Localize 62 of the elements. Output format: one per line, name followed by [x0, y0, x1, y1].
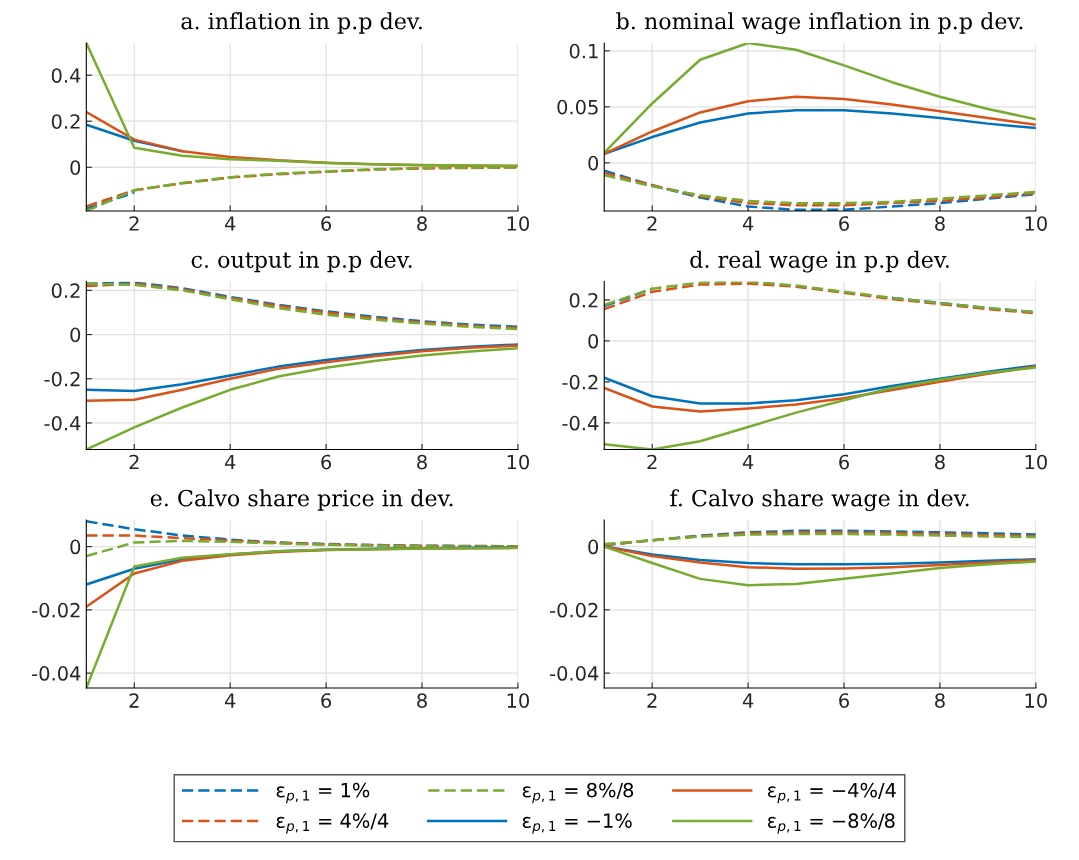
- y-tick-label: 0.1: [569, 43, 598, 59]
- legend-label: ε$_{p,1}$ = 8%/8: [522, 782, 634, 804]
- y-tick-label: 0.2: [569, 292, 598, 308]
- x-tick-label: 8: [935, 693, 945, 708]
- y-tick-label: -0.4: [44, 415, 81, 431]
- x-tick-label: 6: [321, 216, 332, 231]
- x-tick-label: 4: [224, 693, 236, 708]
- y-tick-label: 0.4: [51, 68, 81, 83]
- legend-label: ε$_{p,1}$ = 4%/4: [276, 813, 389, 834]
- x-tick-label: 2: [647, 693, 657, 708]
- x-tick-label: 8: [935, 454, 945, 470]
- x-tick-label: 8: [417, 454, 427, 470]
- y-tick-label: 0: [588, 333, 599, 349]
- y-tick-label: 0: [588, 539, 599, 555]
- y-tick-label: 0: [588, 155, 599, 171]
- x-tick-label: 10: [507, 693, 529, 708]
- y-tick-label: -0.02: [550, 602, 598, 618]
- x-tick-label: 2: [647, 216, 657, 231]
- y-tick-label: 0: [70, 327, 81, 343]
- chart-title: e. Calvo share price in dev.: [150, 489, 453, 511]
- y-tick-label: -0.02: [32, 602, 80, 618]
- x-tick-label: 2: [129, 693, 139, 708]
- x-tick-label: 4: [742, 454, 754, 470]
- y-tick-label: -0.2: [44, 371, 80, 387]
- x-tick-label: 10: [507, 216, 529, 231]
- y-tick-label: 0: [70, 539, 81, 555]
- x-tick-label: 10: [507, 454, 529, 470]
- legend-label: ε$_{p,1}$ = −8%/8: [767, 813, 895, 834]
- x-tick-label: 8: [417, 216, 427, 231]
- x-tick-label: 6: [321, 454, 332, 470]
- x-tick-label: 10: [1025, 216, 1047, 231]
- y-tick-label: -0.04: [32, 666, 81, 681]
- y-tick-label: 0.2: [51, 114, 80, 129]
- x-tick-label: 4: [742, 216, 754, 231]
- chart-title: c. output in p.p dev.: [191, 250, 412, 273]
- x-tick-label: 2: [647, 454, 657, 470]
- y-tick-label: -0.4: [562, 415, 599, 431]
- chart-title: d. real wage in p.p dev.: [690, 250, 949, 273]
- legend-label: ε$_{p,1}$ = −1%: [522, 813, 632, 834]
- y-tick-label: 0.05: [557, 99, 598, 115]
- y-tick-label: -0.04: [550, 666, 599, 681]
- y-tick-label: -0.2: [562, 374, 598, 390]
- legend-label: ε$_{p,1}$ = 1%: [276, 782, 370, 804]
- x-tick-label: 4: [224, 454, 236, 470]
- x-tick-label: 6: [839, 216, 849, 231]
- chart-title: a. inflation in p.p dev.: [181, 12, 422, 34]
- x-tick-label: 10: [1025, 693, 1047, 708]
- y-tick-label: 0: [70, 160, 81, 175]
- x-tick-label: 8: [417, 693, 427, 708]
- x-tick-label: 8: [935, 216, 945, 231]
- x-tick-label: 6: [321, 693, 332, 708]
- x-tick-label: 4: [224, 216, 236, 231]
- x-tick-label: 6: [839, 693, 849, 708]
- chart-title: b. nominal wage inflation in p.p dev.: [616, 12, 1023, 35]
- y-tick-label: 0.2: [51, 283, 80, 299]
- x-tick-label: 2: [129, 454, 139, 470]
- chart-title: f. Calvo share wage in dev.: [670, 489, 969, 512]
- x-tick-label: 6: [839, 454, 849, 470]
- legend-label: ε$_{p,1}$ = −4%/4: [767, 782, 896, 804]
- x-tick-label: 10: [1025, 454, 1047, 470]
- x-tick-label: 4: [742, 693, 754, 708]
- x-tick-label: 2: [129, 216, 139, 231]
